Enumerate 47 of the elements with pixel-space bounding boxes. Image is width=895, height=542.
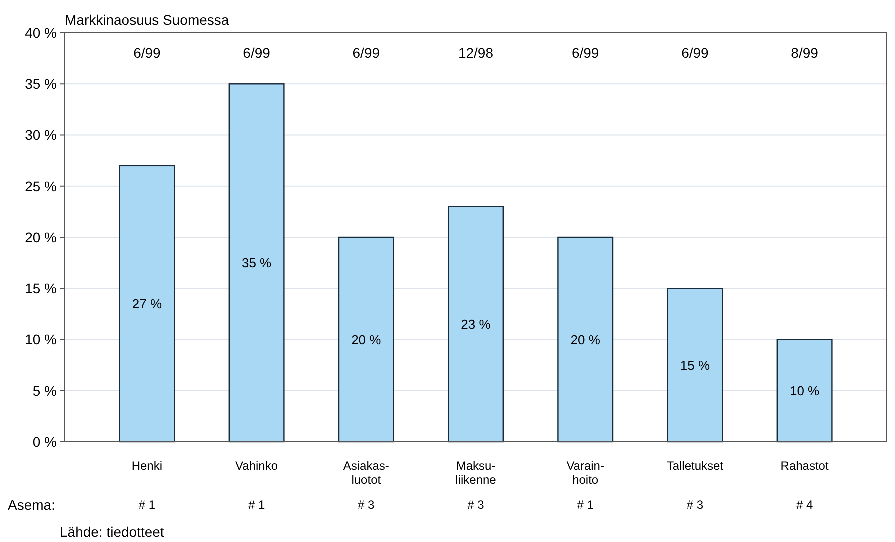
text: # 3 <box>468 498 485 512</box>
x-tick-label: Talletukset <box>666 459 724 473</box>
annotation: 6/99 <box>682 44 710 61</box>
y-tick-label: 20 % <box>25 229 57 246</box>
y-tick-label: 0 % <box>32 434 57 450</box>
text: # 4 <box>796 498 814 512</box>
data-label: 10 % <box>790 383 820 398</box>
y-tick-label: 30 % <box>25 127 57 144</box>
data-label: 20 % <box>570 332 601 348</box>
y-tick-label: 35 % <box>25 76 57 92</box>
y-tick-label: 25 % <box>25 178 57 194</box>
annotation: 6/99 <box>572 44 600 61</box>
x-tick-label: Henki <box>132 459 163 473</box>
bar <box>119 165 176 443</box>
text: # 1 <box>248 498 266 512</box>
bar <box>338 236 394 443</box>
text: # 1 <box>138 498 156 512</box>
bar <box>448 206 504 443</box>
bar <box>558 236 614 443</box>
text: Lähde: tiedotteet <box>60 524 164 540</box>
data-label: 15 % <box>680 358 710 373</box>
chart-title: Markkinaosuus Suomessa <box>65 12 230 28</box>
x-tick-label: Vahinko <box>236 459 278 473</box>
data-label: 27 % <box>132 296 162 312</box>
text: Asema: <box>8 496 56 513</box>
y-tick-label: 5 % <box>32 382 57 399</box>
annotation: 6/99 <box>352 44 380 61</box>
y-tick-label: 40 % <box>25 24 57 41</box>
x-tick-label: Asiakas- luotot <box>343 459 390 487</box>
text: # 1 <box>577 498 594 512</box>
data-label: 35 % <box>242 256 272 271</box>
annotation: 6/99 <box>243 44 271 61</box>
x-tick-label: Rahastot <box>780 459 830 473</box>
annotation: 8/99 <box>791 44 819 61</box>
annotation: 12/98 <box>458 44 494 61</box>
x-tick-label: Varain- hoito <box>566 459 604 487</box>
text: # 3 <box>686 498 704 512</box>
bar <box>776 339 833 443</box>
y-tick-label: 15 % <box>25 280 57 297</box>
data-label: 20 % <box>352 332 382 348</box>
text: # 3 <box>358 498 376 512</box>
annotation: 6/99 <box>134 44 162 61</box>
x-tick-label: Maksu- liikenne <box>456 459 497 487</box>
data-label: 23 % <box>461 316 492 332</box>
y-tick-label: 10 % <box>25 332 57 348</box>
bar <box>667 288 724 443</box>
bar <box>228 84 285 443</box>
